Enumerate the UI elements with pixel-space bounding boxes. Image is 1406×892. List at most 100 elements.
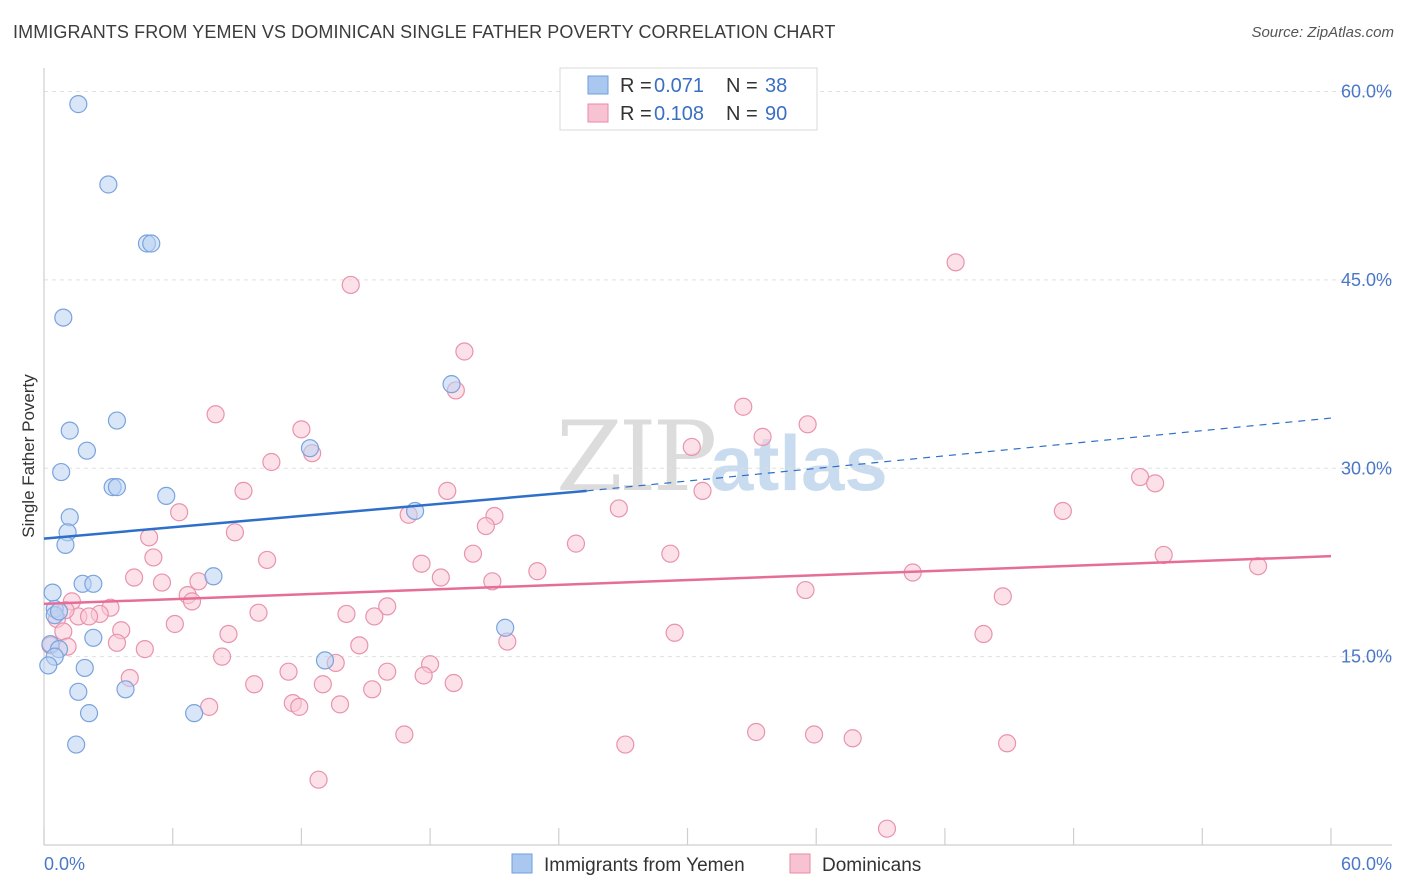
point-dominicans (998, 734, 1017, 753)
point-dominicans (412, 554, 431, 573)
point-yemen (99, 175, 118, 194)
point-yemen (75, 658, 94, 678)
point-dominicans (165, 614, 184, 634)
legend-n-label-dominicans: N = (726, 103, 758, 125)
x-ticks (43, 828, 1332, 845)
point-yemen (79, 704, 99, 723)
legend-r-value-dominicans: 0.108 (654, 103, 704, 125)
point-dominicans (1146, 474, 1165, 493)
point-dominicans (378, 597, 397, 616)
point-yemen (204, 567, 223, 586)
point-yemen (69, 682, 88, 701)
x-tick-label-min: 0.0% (44, 854, 85, 874)
watermark-zip: ZIP (556, 401, 715, 513)
point-dominicans (395, 725, 414, 744)
point-dominicans (245, 675, 264, 694)
point-dominicans (455, 342, 474, 361)
point-dominicans (483, 572, 502, 591)
point-dominicans (225, 523, 245, 542)
point-dominicans (798, 415, 817, 434)
bottom-legend-swatch-yemen (511, 853, 533, 874)
point-yemen (52, 462, 71, 482)
point-yemen (77, 441, 97, 460)
legend-n-label-yemen: N = (726, 75, 758, 97)
point-yemen (185, 704, 204, 723)
point-dominicans (609, 499, 628, 518)
point-yemen (56, 535, 75, 554)
point-dominicans (378, 662, 397, 681)
series-dominicans (41, 253, 1268, 838)
point-dominicans (414, 666, 433, 685)
point-dominicans (140, 528, 159, 547)
series-yemen (39, 95, 515, 754)
point-dominicans (206, 405, 225, 424)
point-dominicans (747, 722, 766, 742)
point-dominicans (219, 624, 238, 644)
point-dominicans (665, 623, 684, 642)
point-yemen (84, 574, 103, 593)
legend-n-value-yemen: 38 (765, 75, 787, 97)
point-yemen (300, 439, 320, 458)
point-dominicans (444, 673, 463, 693)
point-yemen (39, 656, 58, 675)
point-dominicans (212, 647, 232, 666)
point-dominicans (438, 481, 457, 500)
point-dominicans (330, 695, 350, 714)
trend-line-dominicans (43, 554, 1332, 606)
point-dominicans (363, 680, 382, 699)
point-dominicans (796, 580, 815, 600)
y-tick-labels: 15.0% 30.0% 45.0% 60.0% (1341, 82, 1392, 667)
point-dominicans (974, 624, 993, 644)
point-dominicans (337, 604, 356, 624)
point-dominicans (262, 452, 281, 472)
legend-n-value-dominicans: 90 (765, 103, 787, 125)
point-dominicans (804, 725, 824, 744)
point-yemen (315, 651, 335, 670)
point-dominicans (693, 481, 712, 500)
gridlines (44, 91, 1392, 658)
point-yemen (116, 680, 135, 699)
point-yemen (69, 95, 88, 114)
point-dominicans (279, 662, 298, 681)
trend-line-yemen (43, 489, 587, 540)
point-dominicans (54, 622, 73, 641)
point-dominicans (463, 544, 483, 563)
x-tick-label-max: 60.0% (1341, 854, 1392, 874)
point-dominicans (234, 481, 253, 500)
point-dominicans (843, 729, 862, 748)
point-dominicans (682, 437, 701, 457)
point-dominicans (292, 420, 311, 439)
point-dominicans (365, 607, 384, 626)
point-dominicans (170, 503, 189, 522)
legend-r-value-yemen: 0.071 (654, 75, 704, 97)
point-dominicans (1154, 545, 1173, 565)
point-dominicans (753, 427, 772, 446)
y-tick-label: 60.0% (1341, 82, 1392, 102)
point-dominicans (1053, 501, 1072, 521)
point-dominicans (566, 534, 586, 553)
point-dominicans (257, 550, 277, 570)
point-dominicans (152, 573, 172, 592)
trend-lines (43, 417, 1332, 606)
point-dominicans (144, 548, 163, 567)
point-dominicans (290, 697, 309, 716)
legend-swatch-yemen (587, 75, 609, 95)
point-dominicans (313, 675, 332, 694)
point-yemen (60, 421, 79, 440)
point-yemen (43, 583, 62, 602)
point-yemen (54, 308, 73, 327)
point-dominicans (661, 544, 680, 563)
point-yemen (107, 411, 127, 430)
point-dominicans (877, 819, 897, 838)
point-dominicans (993, 587, 1012, 606)
bottom-legend-label-dominicans: Dominicans (822, 855, 921, 876)
y-tick-label: 45.0% (1341, 270, 1392, 290)
point-yemen (442, 375, 461, 394)
legend-r-label-dominicans: R = (620, 103, 652, 125)
source-credit: Source: ZipAtlas.com (1251, 24, 1394, 41)
point-dominicans (431, 568, 450, 587)
bottom-legend: Immigrants from Yemen Dominicans (511, 853, 921, 876)
point-dominicans (189, 572, 208, 591)
point-dominicans (107, 633, 127, 652)
